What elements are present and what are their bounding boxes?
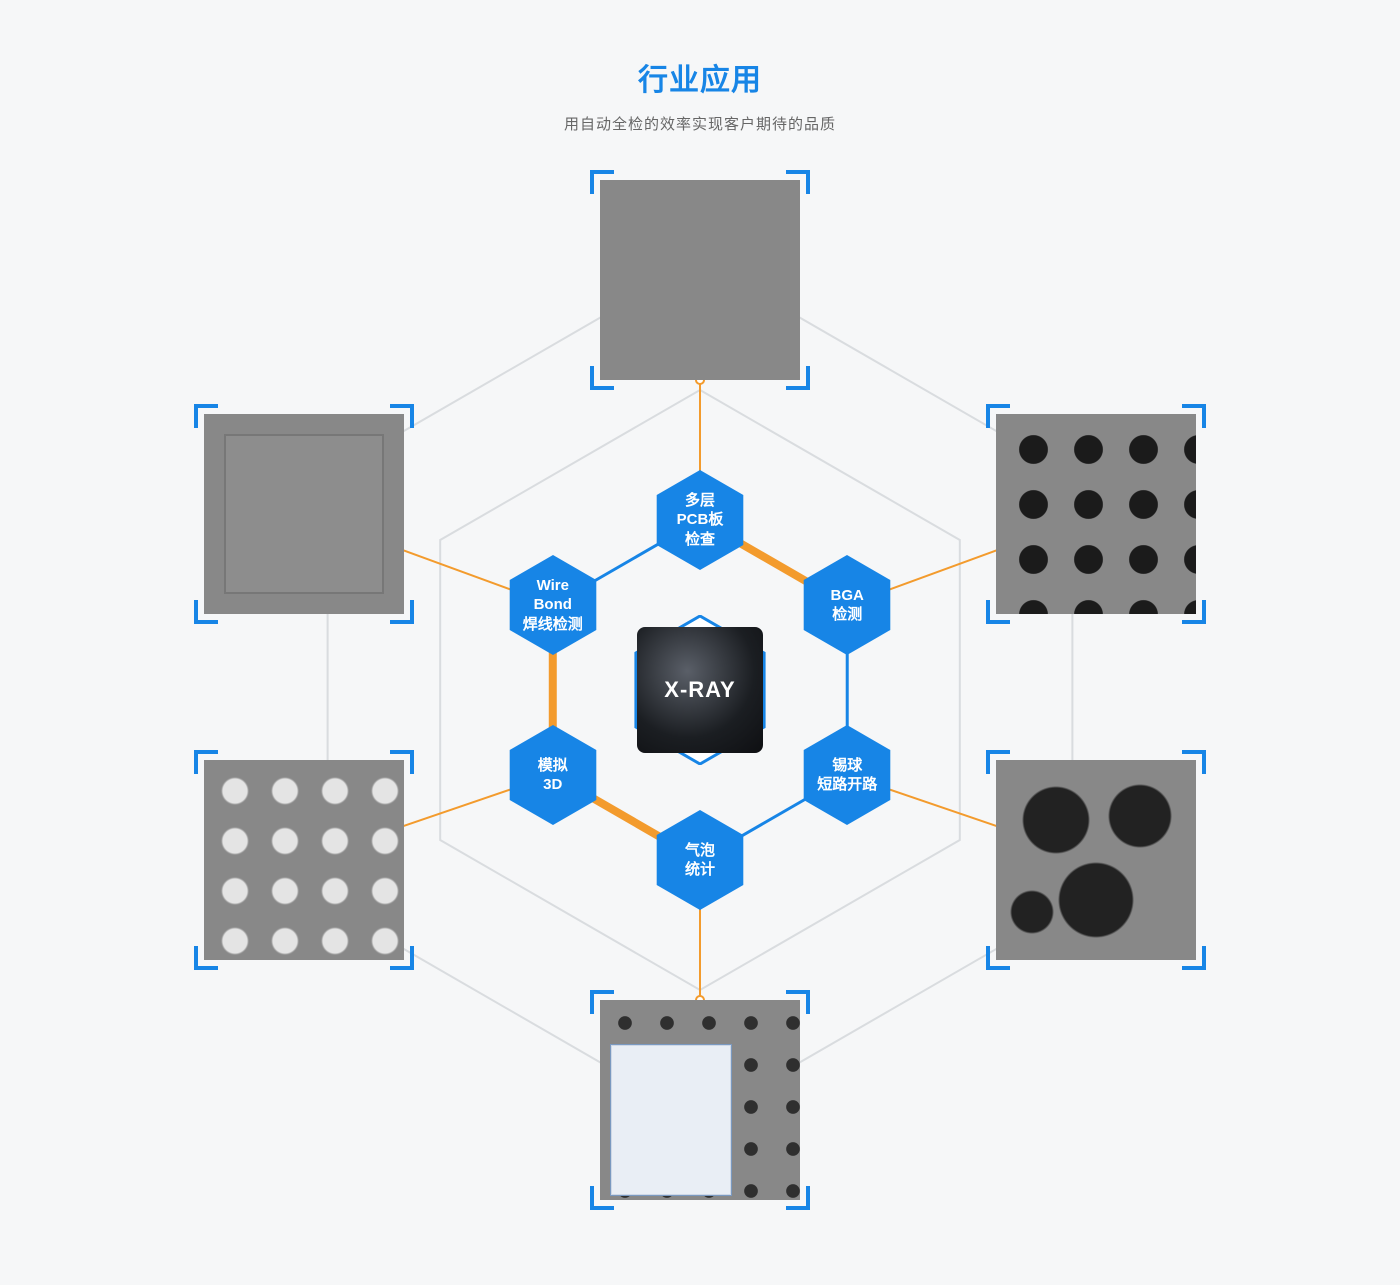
hex-node-1[interactable]: BGA检测 bbox=[797, 555, 897, 655]
hex-node-2[interactable]: 锡球短路开路 bbox=[797, 725, 897, 825]
center-label: X-RAY bbox=[664, 677, 735, 703]
page-title: 行业应用 bbox=[0, 55, 1400, 99]
sample-frame-5[interactable] bbox=[194, 404, 414, 624]
sample-image bbox=[600, 1000, 800, 1200]
hex-node-5[interactable]: WireBond焊线检测 bbox=[503, 555, 603, 655]
diagram-stage: 多层PCB板检查 BGA检测 锡球短路开路 气泡统计 模拟3D WireBond… bbox=[180, 160, 1220, 1220]
sample-frame-4[interactable] bbox=[194, 750, 414, 970]
header: 行业应用 用自动全检的效率实现客户期待的品质 bbox=[0, 0, 1400, 134]
sample-frame-0[interactable] bbox=[590, 170, 810, 390]
hex-node-4[interactable]: 模拟3D bbox=[503, 725, 603, 825]
sample-image bbox=[204, 760, 404, 960]
sample-frame-2[interactable] bbox=[986, 750, 1206, 970]
sample-image bbox=[996, 760, 1196, 960]
sample-image bbox=[600, 180, 800, 380]
sample-image bbox=[996, 414, 1196, 614]
hex-node-0[interactable]: 多层PCB板检查 bbox=[650, 470, 750, 570]
sample-frame-3[interactable] bbox=[590, 990, 810, 1210]
hex-node-3[interactable]: 气泡统计 bbox=[650, 810, 750, 910]
sample-image bbox=[204, 414, 404, 614]
center-hex: X-RAY bbox=[625, 615, 775, 765]
sample-frame-1[interactable] bbox=[986, 404, 1206, 624]
page-subtitle: 用自动全检的效率实现客户期待的品质 bbox=[0, 113, 1400, 134]
